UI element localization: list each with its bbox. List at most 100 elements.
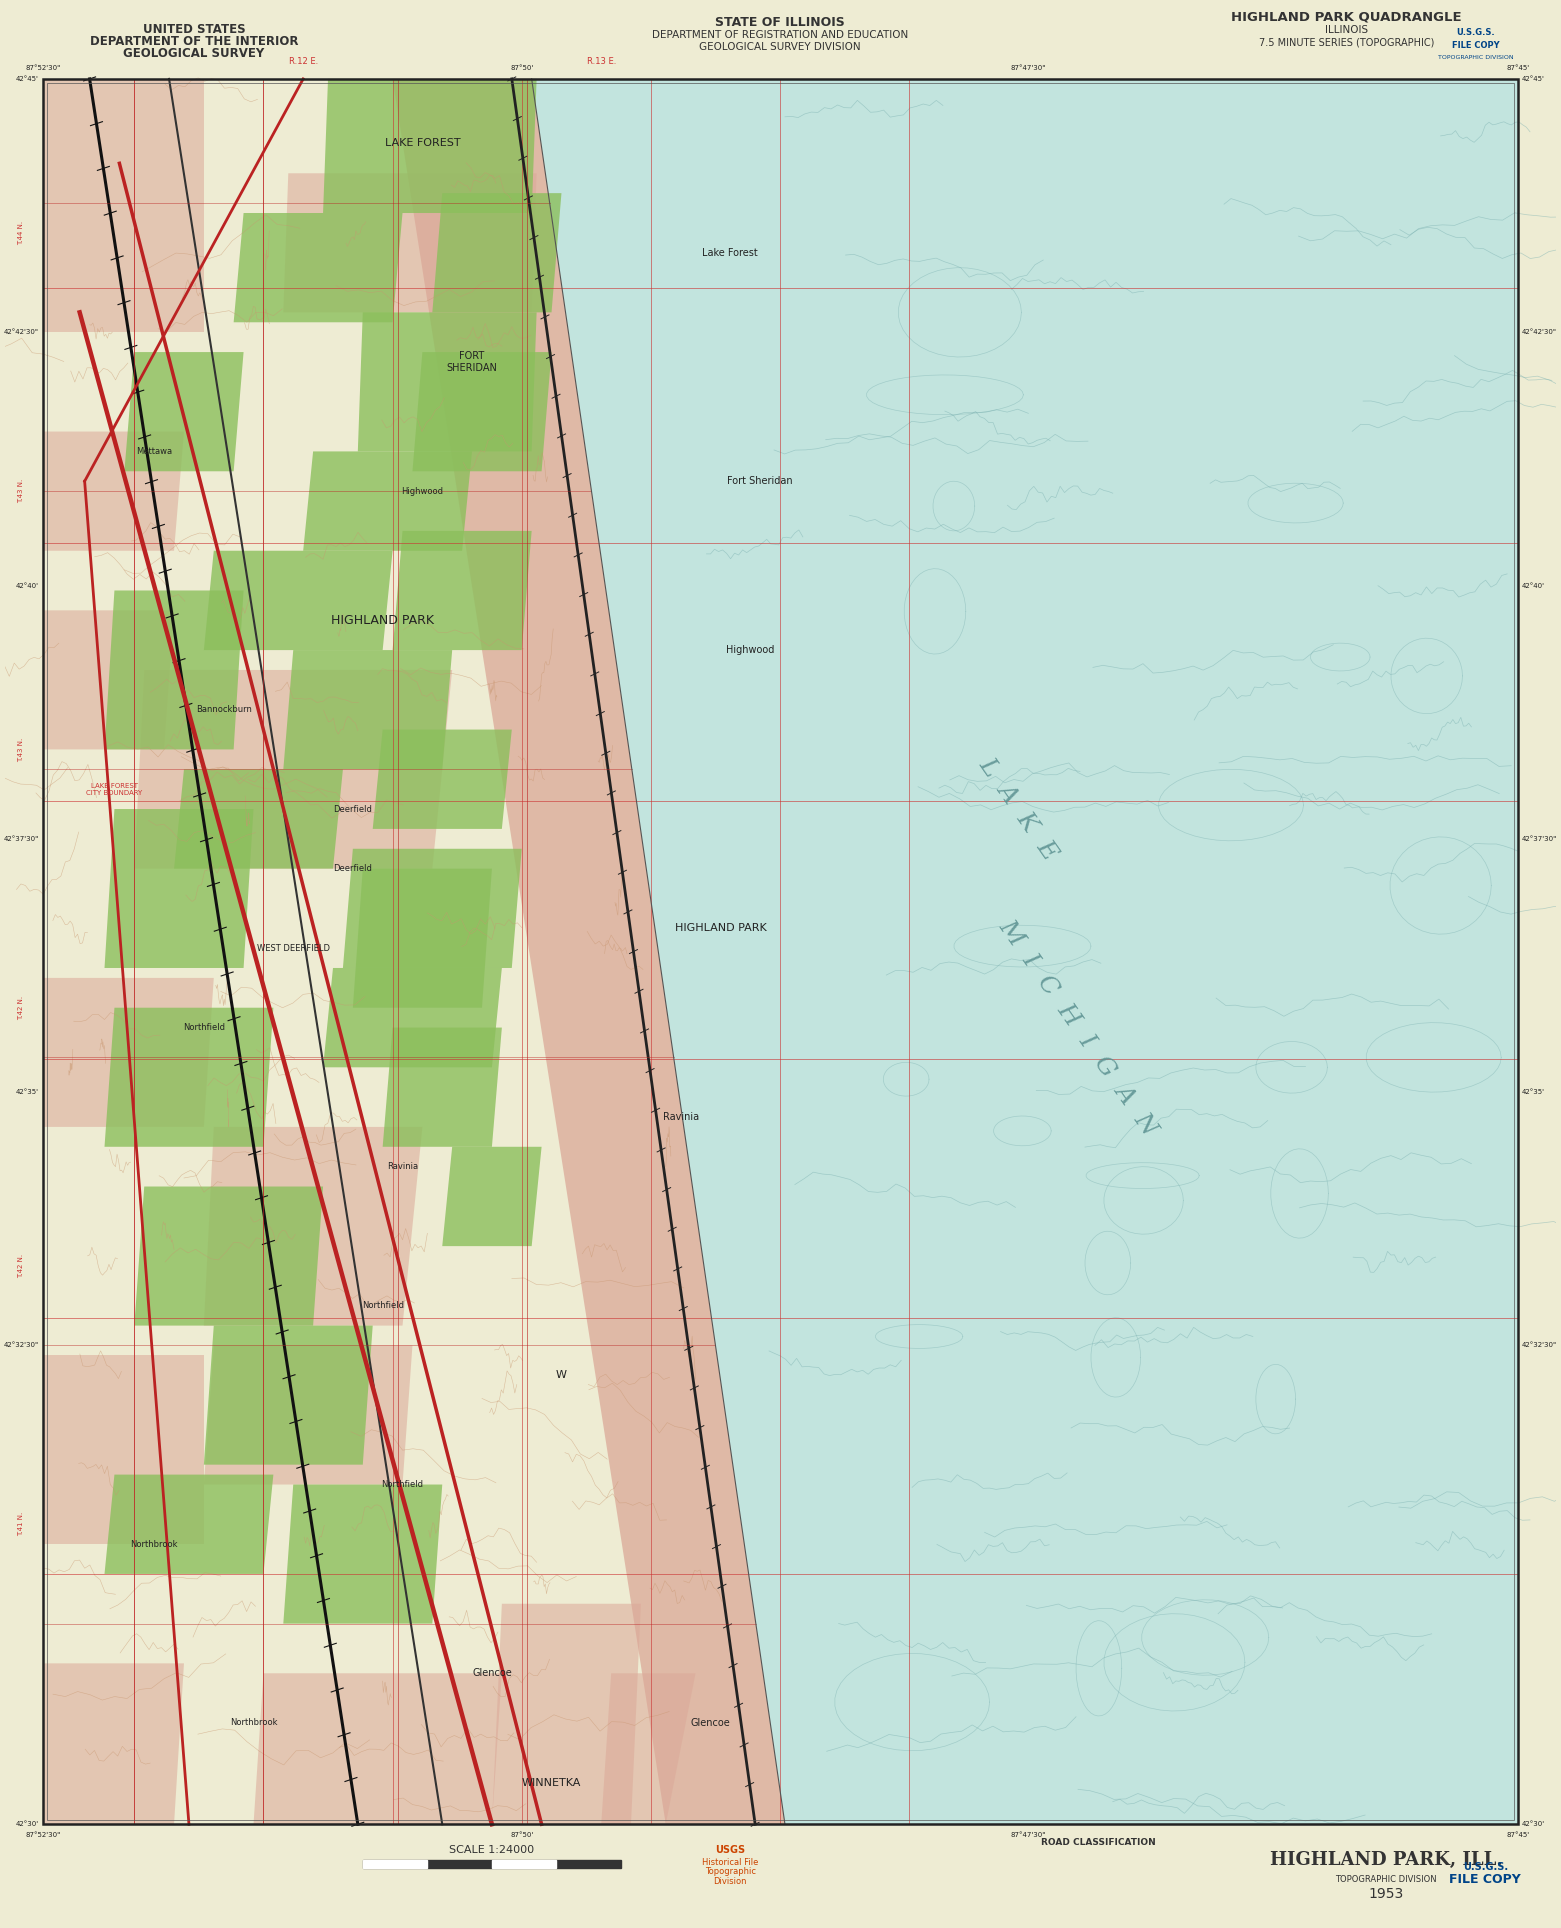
Polygon shape [283, 1485, 442, 1623]
Polygon shape [105, 810, 253, 968]
Text: R.13 E.: R.13 E. [587, 56, 617, 66]
Text: HIGHLAND PARK: HIGHLAND PARK [674, 924, 766, 933]
Text: WEST DEERFIELD: WEST DEERFIELD [256, 943, 329, 952]
Polygon shape [442, 1147, 542, 1245]
Text: Ravinia: Ravinia [662, 1112, 699, 1122]
Text: WINNETKA: WINNETKA [521, 1778, 581, 1787]
Polygon shape [42, 432, 184, 551]
Text: 87°45': 87°45' [1506, 66, 1530, 71]
Polygon shape [105, 1008, 273, 1147]
Text: USGS: USGS [715, 1845, 746, 1855]
Polygon shape [42, 977, 214, 1126]
Text: 87°47'30": 87°47'30" [1010, 66, 1046, 71]
Text: FORT
SHERIDAN: FORT SHERIDAN [446, 351, 498, 372]
Text: FILE COPY: FILE COPY [1450, 1874, 1520, 1886]
Text: T.43 N.: T.43 N. [19, 478, 23, 503]
Text: T.43 N.: T.43 N. [19, 736, 23, 762]
Bar [362, 1861, 621, 1868]
Text: 42°42'30": 42°42'30" [1522, 330, 1556, 335]
Text: HIGHLAND PARK, ILL.: HIGHLAND PARK, ILL. [1269, 1851, 1502, 1868]
Text: GEOLOGICAL SURVEY: GEOLOGICAL SURVEY [123, 46, 264, 60]
Text: 42°32'30": 42°32'30" [3, 1342, 39, 1348]
Polygon shape [204, 1326, 373, 1465]
Polygon shape [357, 312, 537, 451]
Polygon shape [253, 1674, 501, 1824]
Text: L  A  K  E: L A K E [974, 754, 1061, 864]
Text: U.S.G.S.: U.S.G.S. [1456, 27, 1495, 37]
Text: HIGHLAND PARK: HIGHLAND PARK [331, 613, 434, 627]
Text: UNITED STATES: UNITED STATES [142, 23, 245, 37]
Text: Highwood: Highwood [726, 646, 774, 656]
Text: Division: Division [713, 1878, 748, 1886]
Text: 42°45': 42°45' [1522, 75, 1545, 81]
Text: T.42 N.: T.42 N. [19, 995, 23, 1020]
Text: 42°45': 42°45' [16, 75, 39, 81]
Polygon shape [412, 353, 551, 470]
Polygon shape [105, 590, 244, 750]
Polygon shape [323, 968, 501, 1068]
Polygon shape [601, 1674, 696, 1824]
Text: M  I  C  H  I  G  A  N: M I C H I G A N [994, 916, 1161, 1139]
Polygon shape [42, 79, 204, 332]
Text: 7.5 MINUTE SERIES (TOPOGRAPHIC): 7.5 MINUTE SERIES (TOPOGRAPHIC) [1258, 37, 1435, 46]
Polygon shape [353, 870, 492, 1008]
Text: LAKE FOREST
CITY BOUNDARY: LAKE FOREST CITY BOUNDARY [86, 783, 142, 796]
Polygon shape [303, 451, 471, 551]
Text: DEPARTMENT OF THE INTERIOR: DEPARTMENT OF THE INTERIOR [89, 35, 298, 48]
Text: 42°35': 42°35' [16, 1089, 39, 1095]
Polygon shape [343, 848, 521, 968]
Text: Northbrook: Northbrook [131, 1540, 178, 1548]
Text: 87°50': 87°50' [510, 1832, 534, 1837]
Polygon shape [492, 1604, 642, 1824]
Text: TOPOGRAPHIC DIVISION: TOPOGRAPHIC DIVISION [1335, 1876, 1436, 1884]
Text: Lake Forest: Lake Forest [702, 247, 759, 258]
Text: T.42 N.: T.42 N. [19, 1253, 23, 1278]
Polygon shape [204, 1346, 412, 1485]
Polygon shape [392, 79, 785, 1824]
Text: Highwood: Highwood [401, 486, 443, 495]
Polygon shape [373, 729, 512, 829]
Text: T.44 N.: T.44 N. [19, 222, 23, 245]
Text: 42°42'30": 42°42'30" [5, 330, 39, 335]
Text: SCALE 1:24000: SCALE 1:24000 [450, 1845, 534, 1855]
Text: Bannockburn: Bannockburn [195, 706, 251, 713]
Text: 1953: 1953 [1369, 1888, 1403, 1901]
Text: FILE COPY: FILE COPY [1452, 40, 1499, 50]
Text: W: W [556, 1371, 567, 1380]
Text: GEOLOGICAL SURVEY DIVISION: GEOLOGICAL SURVEY DIVISION [699, 42, 860, 52]
Polygon shape [134, 669, 453, 870]
Text: 87°52'30": 87°52'30" [25, 1832, 61, 1837]
Text: Northbrook: Northbrook [229, 1718, 278, 1727]
Text: STATE OF ILLINOIS: STATE OF ILLINOIS [715, 15, 845, 29]
Polygon shape [283, 174, 537, 312]
Polygon shape [382, 1028, 501, 1147]
Bar [362, 1861, 428, 1868]
Polygon shape [532, 79, 1519, 1824]
Polygon shape [105, 1475, 273, 1573]
Text: 42°40': 42°40' [16, 582, 39, 588]
Polygon shape [173, 769, 343, 870]
Text: T.41 N.: T.41 N. [19, 1512, 23, 1537]
Text: 87°45': 87°45' [1506, 1832, 1530, 1837]
Text: Northfield: Northfield [183, 1024, 225, 1031]
Text: ROAD CLASSIFICATION: ROAD CLASSIFICATION [1041, 1837, 1155, 1847]
Polygon shape [42, 1355, 204, 1544]
Text: 42°35': 42°35' [1522, 1089, 1545, 1095]
Polygon shape [134, 1186, 323, 1326]
Text: Mettawa: Mettawa [136, 447, 172, 455]
Text: Glencoe: Glencoe [471, 1668, 512, 1677]
Polygon shape [42, 611, 173, 750]
Polygon shape [283, 650, 453, 769]
Text: 87°50': 87°50' [510, 66, 534, 71]
Text: DEPARTMENT OF REGISTRATION AND EDUCATION: DEPARTMENT OF REGISTRATION AND EDUCATION [652, 31, 909, 40]
Text: 42°30': 42°30' [1522, 1822, 1545, 1828]
Polygon shape [204, 1126, 423, 1326]
Text: Ravinia: Ravinia [387, 1163, 418, 1170]
Text: 42°40': 42°40' [1522, 582, 1545, 588]
Text: Deerfield: Deerfield [334, 804, 372, 814]
Polygon shape [204, 551, 392, 650]
Text: 42°32'30": 42°32'30" [1522, 1342, 1558, 1348]
Text: 42°37'30": 42°37'30" [1522, 837, 1558, 843]
Text: ILLINOIS: ILLINOIS [1325, 25, 1367, 35]
Polygon shape [432, 193, 562, 312]
